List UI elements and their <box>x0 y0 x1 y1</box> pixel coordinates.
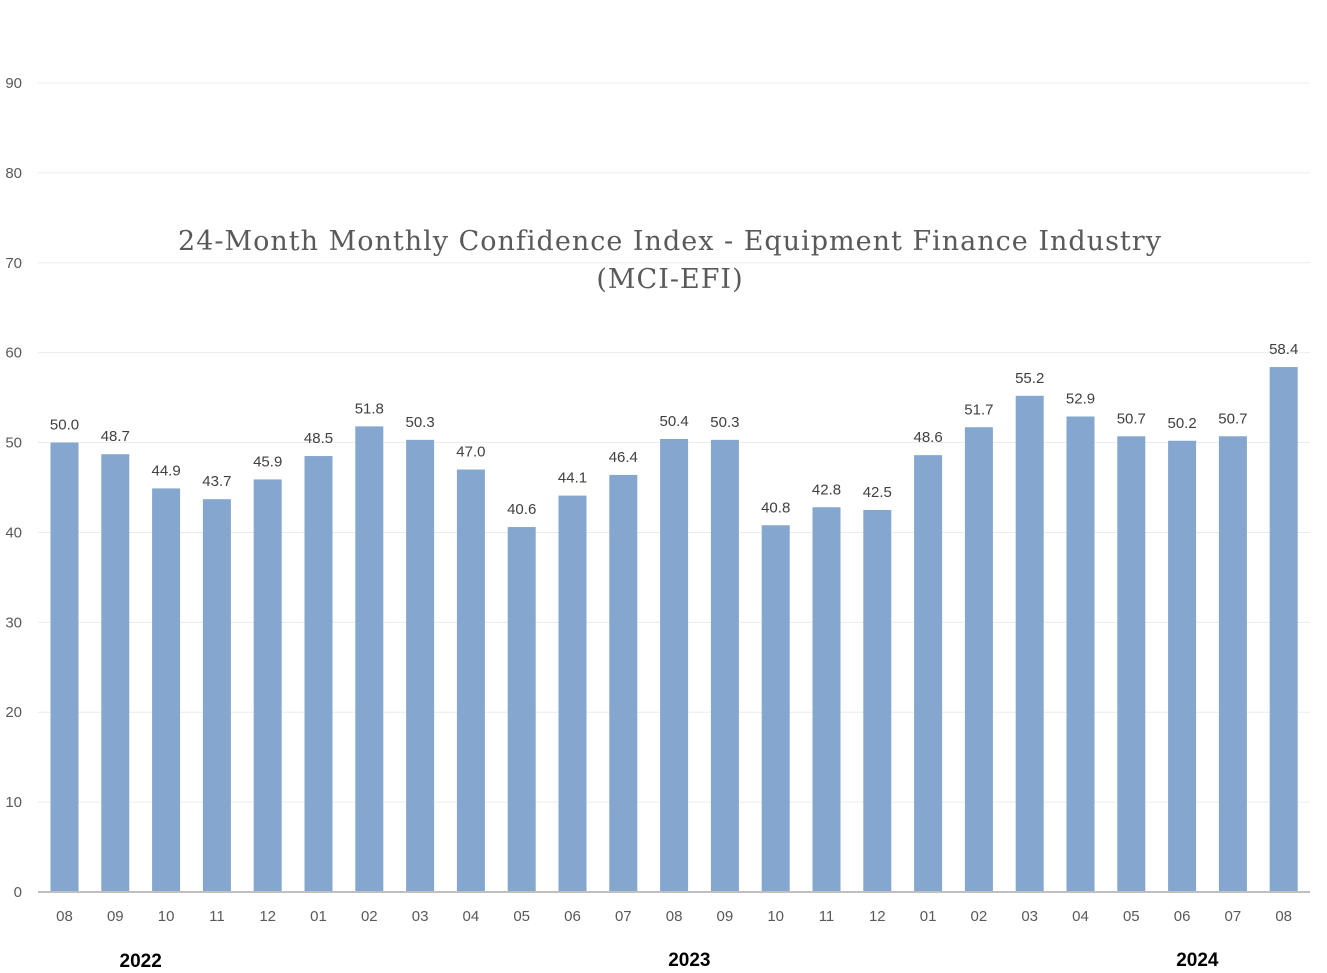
y-tick-label: 10 <box>5 794 22 811</box>
y-tick-label: 0 <box>14 884 22 901</box>
data-label: 48.6 <box>913 429 942 446</box>
data-label: 51.8 <box>355 400 384 417</box>
bar <box>101 454 130 892</box>
y-tick-label: 50 <box>5 435 22 452</box>
x-axis-ticks: 08 09 10 11 12 01 02 03 04 05 06 07 08 09 10 11 12 01 02 03… <box>56 908 1292 925</box>
bar <box>507 527 536 892</box>
data-label: 50.0 <box>50 417 79 434</box>
bar <box>812 507 841 892</box>
data-label: 43.7 <box>202 473 231 490</box>
data-label: 48.7 <box>101 428 130 445</box>
bar <box>406 439 435 892</box>
y-tick-label: 70 <box>5 255 22 272</box>
data-label: 50.7 <box>1218 410 1247 427</box>
data-label: 40.8 <box>761 499 790 516</box>
data-label: 45.9 <box>253 453 282 470</box>
data-label: 42.8 <box>812 481 841 498</box>
data-label: 50.3 <box>405 414 434 431</box>
data-label: 48.5 <box>304 430 333 447</box>
bar <box>152 488 181 892</box>
x-tick-label: 12 <box>869 908 886 925</box>
x-tick-label: 04 <box>463 908 480 925</box>
chart-subtitle: (MCI-EFI) <box>596 264 743 295</box>
bar <box>710 439 739 892</box>
data-label: 50.2 <box>1167 415 1196 432</box>
bar <box>253 479 282 892</box>
bar <box>558 495 587 892</box>
bar <box>304 456 333 892</box>
x-tick-label: 02 <box>361 908 378 925</box>
bar <box>1066 416 1095 892</box>
bar <box>1168 440 1197 892</box>
y-tick-label: 30 <box>5 614 22 631</box>
y-tick-label: 90 <box>5 75 22 92</box>
data-labels: 50.0 48.7 44.9 43.7 45.9 48.5 51.8 50.3 47.0 40.6… <box>50 341 1298 518</box>
bar <box>609 474 638 892</box>
data-label: 55.2 <box>1015 370 1044 387</box>
x-tick-label: 07 <box>1225 908 1242 925</box>
data-label: 50.3 <box>710 414 739 431</box>
year-label: 2023 <box>668 950 710 971</box>
bar <box>660 438 689 892</box>
bar <box>1269 367 1298 892</box>
year-labels: 2022 2023 2024 <box>120 950 1219 972</box>
bar <box>1218 436 1247 892</box>
bar <box>202 499 231 892</box>
x-tick-label: 08 <box>1275 908 1292 925</box>
x-tick-label: 03 <box>412 908 429 925</box>
data-label: 50.7 <box>1117 410 1146 427</box>
y-tick-label: 40 <box>5 524 22 541</box>
y-tick-label: 20 <box>5 704 22 721</box>
x-tick-label: 11 <box>209 908 225 925</box>
x-tick-label: 03 <box>1021 908 1038 925</box>
bar <box>914 455 943 892</box>
data-label: 46.4 <box>609 449 638 466</box>
x-tick-label: 09 <box>107 908 124 925</box>
year-label: 2022 <box>120 951 162 972</box>
year-label: 2024 <box>1176 950 1219 971</box>
x-tick-label: 06 <box>1174 908 1191 925</box>
data-label: 44.1 <box>558 470 587 487</box>
x-tick-label: 02 <box>971 908 988 925</box>
bar <box>863 509 892 892</box>
x-tick-label: 01 <box>310 908 327 925</box>
bars <box>50 367 1298 892</box>
bar <box>456 469 485 892</box>
data-label: 51.7 <box>964 401 993 418</box>
x-tick-label: 05 <box>513 908 530 925</box>
bar <box>1117 436 1146 892</box>
x-tick-label: 10 <box>158 908 175 925</box>
bar <box>355 426 384 892</box>
bar <box>761 525 790 892</box>
y-tick-label: 80 <box>5 165 22 182</box>
x-tick-label: 07 <box>615 908 632 925</box>
data-label: 50.4 <box>659 413 688 430</box>
data-label: 44.9 <box>151 462 180 479</box>
bar <box>964 427 993 892</box>
y-tick-label: 60 <box>5 345 22 362</box>
data-label: 52.9 <box>1066 390 1095 407</box>
x-tick-label: 06 <box>564 908 581 925</box>
x-tick-label: 10 <box>767 908 784 925</box>
x-tick-label: 01 <box>920 908 937 925</box>
x-tick-label: 04 <box>1072 908 1089 925</box>
bar <box>50 442 79 892</box>
bar <box>1015 395 1044 892</box>
data-label: 58.4 <box>1269 341 1298 358</box>
x-tick-label: 09 <box>717 908 734 925</box>
data-label: 47.0 <box>456 444 485 461</box>
x-tick-label: 12 <box>259 908 276 925</box>
x-tick-label: 11 <box>819 908 835 925</box>
y-axis-ticks: 0 10 20 30 40 50 60 70 80 90 <box>5 75 22 901</box>
x-tick-label: 05 <box>1123 908 1140 925</box>
data-label: 42.5 <box>863 484 892 501</box>
x-tick-label: 08 <box>666 908 683 925</box>
chart-title: 24-Month Monthly Confidence Index - Equi… <box>178 226 1162 257</box>
data-label: 40.6 <box>507 501 536 518</box>
x-tick-label: 08 <box>56 908 73 925</box>
